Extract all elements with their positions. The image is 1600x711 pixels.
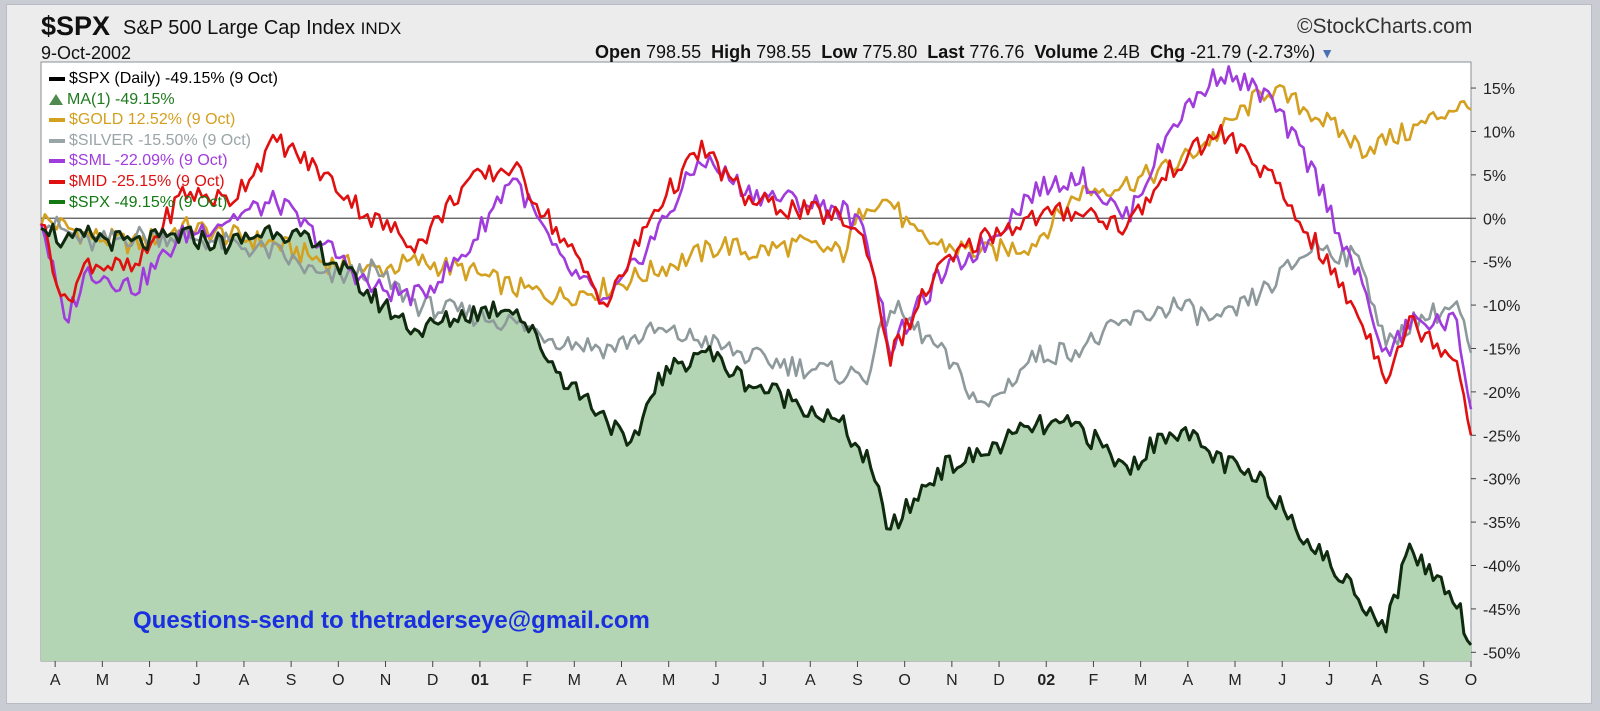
y-tick-label: -5% [1483, 255, 1511, 272]
x-tick-label: S [852, 672, 863, 689]
x-tick-label: A [1371, 672, 1382, 689]
x-tick-label: M [1228, 672, 1241, 689]
series-area-spx [41, 224, 1471, 662]
quote-summary: Open 798.55 High 798.55 Low 775.80 Last … [595, 42, 1335, 62]
legend-item: $MID -25.15% (9 Oct) [49, 172, 278, 193]
legend-item: $SILVER -15.50% (9 Oct) [49, 131, 278, 152]
x-tick-label: 02 [1037, 672, 1055, 689]
x-tick-label: J [146, 672, 154, 689]
legend-label: $MID -25.15% (9 Oct) [69, 172, 225, 190]
x-tick-label: O [332, 672, 344, 689]
legend-item: $SPX -49.15% (9 Oct) [49, 193, 278, 214]
x-tick-label: S [1418, 672, 1429, 689]
y-tick-label: -35% [1483, 515, 1520, 532]
series-line-gold [39, 84, 1472, 307]
series-line-sml [39, 65, 1473, 410]
y-tick-label: 0% [1483, 211, 1506, 228]
series-line-spx [40, 222, 1473, 646]
y-tick-label: 10% [1483, 124, 1515, 141]
x-tick-label: D [993, 672, 1005, 689]
legend-label: MA(1) -49.15% [67, 90, 175, 108]
legend-item: MA(1) -49.15% [49, 90, 278, 111]
x-tick-label: J [1325, 672, 1333, 689]
x-tick-label: 01 [471, 672, 489, 689]
x-tick-label: A [1182, 672, 1193, 689]
x-tick-label: A [239, 672, 250, 689]
y-tick-label: 5% [1483, 168, 1506, 185]
line-swatch-icon [49, 76, 65, 81]
x-tick-label: F [1089, 672, 1099, 689]
legend-label: $SPX -49.15% (9 Oct) [69, 193, 228, 211]
legend-item: $SPX (Daily) -49.15% (9 Oct) [49, 69, 278, 90]
y-tick-label: -10% [1483, 298, 1520, 315]
line-swatch-icon [49, 179, 65, 184]
index-name: S&P 500 Large Cap Index INDX [123, 17, 402, 39]
x-tick-label: M [1134, 672, 1147, 689]
series-line-mid [40, 123, 1473, 436]
legend-item: $GOLD 12.52% (9 Oct) [49, 110, 278, 131]
chart-legend: $SPX (Daily) -49.15% (9 Oct) MA(1) -49.15… [49, 69, 278, 213]
y-tick-label: -45% [1483, 602, 1520, 619]
area-swatch-icon [49, 93, 63, 105]
contact-watermark: Questions-send to thetraderseye@gmail.co… [133, 607, 650, 634]
x-tick-label: S [286, 672, 297, 689]
x-tick-label: D [427, 672, 439, 689]
x-tick-label: F [522, 672, 532, 689]
legend-label: $SPX (Daily) -49.15% (9 Oct) [69, 70, 278, 87]
chart-canvas: 15% 10% 5% 0% -5% -10% -15% -20% -25% -30% -35% -40… [39, 61, 1520, 689]
x-tick-label: J [712, 672, 720, 689]
line-swatch-icon [49, 200, 65, 205]
legend-item: $SML -22.09% (9 Oct) [49, 151, 278, 172]
x-tick-label: N [380, 672, 392, 689]
x-tick-label: M [96, 672, 109, 689]
line-swatch-icon [49, 138, 65, 143]
y-tick-label: 15% [1483, 81, 1515, 98]
x-tick-label: J [1278, 672, 1286, 689]
legend-label: $SILVER -15.50% (9 Oct) [69, 131, 251, 149]
x-tick-label: O [1465, 672, 1477, 689]
brand-label: ©StockCharts.com [1297, 15, 1473, 38]
x-tick-label: M [662, 672, 675, 689]
ticker-symbol: $SPX [41, 11, 111, 41]
quote-date: 9-Oct-2002 [41, 43, 132, 63]
y-tick-label: -15% [1483, 341, 1520, 358]
legend-label: $GOLD 12.52% (9 Oct) [69, 111, 236, 129]
line-swatch-icon [49, 117, 65, 122]
x-tick-label: A [805, 672, 816, 689]
y-tick-label: -20% [1483, 385, 1520, 402]
chart-frame: 15% 10% 5% 0% -5% -10% -15% -20% -25% -30% -35% -40… [6, 4, 1592, 704]
x-tick-label: J [759, 672, 767, 689]
x-tick-label: J [193, 672, 201, 689]
x-tick-label: M [568, 672, 581, 689]
line-swatch-icon [49, 159, 65, 164]
x-tick-label: A [616, 672, 627, 689]
x-tick-label: N [946, 672, 958, 689]
y-tick-label: -30% [1483, 472, 1520, 489]
x-tick-label: O [898, 672, 910, 689]
y-tick-label: -25% [1483, 428, 1520, 445]
y-tick-label: -40% [1483, 559, 1520, 576]
triangle-down-icon[interactable]: ▼ [1320, 45, 1335, 61]
y-tick-label: -50% [1483, 645, 1520, 662]
legend-label: $SML -22.09% (9 Oct) [69, 152, 228, 170]
x-tick-label: A [50, 672, 61, 689]
series-line-silver [40, 215, 1473, 408]
